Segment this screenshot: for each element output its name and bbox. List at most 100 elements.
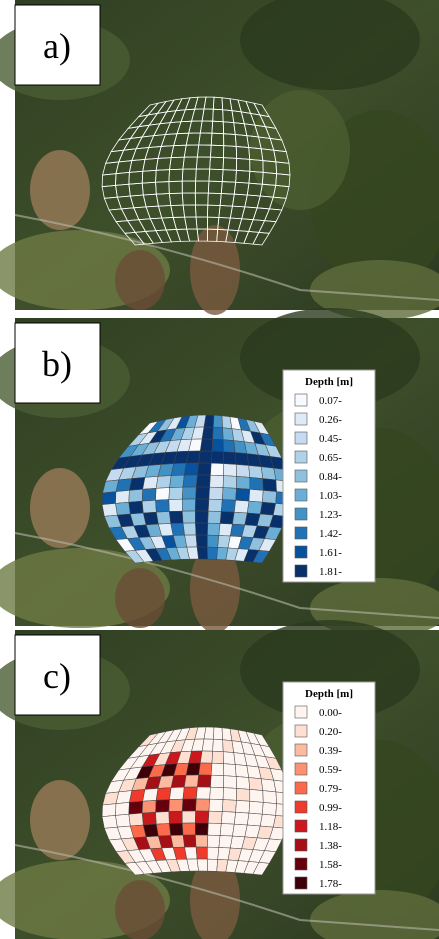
- legend-label: 0.79-: [319, 783, 342, 795]
- mesh-cell: [195, 523, 207, 535]
- mesh-cell: [202, 739, 213, 751]
- legend-label: 1.58-: [319, 859, 342, 871]
- legend-swatch: [295, 763, 307, 775]
- mesh-cell: [129, 813, 143, 826]
- mesh-cell: [202, 427, 213, 439]
- mesh-cell: [222, 488, 236, 501]
- mesh-cell: [115, 502, 130, 515]
- mesh-cell: [204, 727, 214, 739]
- terrain: [30, 150, 90, 230]
- mesh-cell: [234, 500, 249, 513]
- mesh-cell: [182, 511, 195, 523]
- mesh-cell: [115, 802, 129, 815]
- mesh-cell: [223, 440, 235, 453]
- mesh-cell: [247, 501, 262, 514]
- mesh-cell: [195, 811, 209, 823]
- mesh-cell: [129, 489, 143, 502]
- mesh-cell: [220, 824, 234, 837]
- mesh-cell: [196, 847, 207, 859]
- mesh-cell: [209, 799, 223, 811]
- legend-label: 0.59-: [319, 764, 342, 776]
- mesh-cell: [236, 488, 250, 501]
- mesh-cell: [208, 511, 222, 523]
- mesh-cell: [200, 439, 212, 451]
- mesh-cell: [199, 763, 212, 775]
- mesh-cell: [156, 788, 171, 801]
- mesh-cell: [208, 823, 222, 835]
- mesh-cell: [143, 476, 158, 489]
- mesh-cell: [169, 487, 183, 499]
- mesh-cell: [183, 475, 197, 487]
- legend-label: 0.00-: [319, 707, 342, 719]
- legend-label: 0.84-: [319, 471, 342, 483]
- mesh-cell: [195, 499, 209, 511]
- legend-label: 1.18-: [319, 821, 342, 833]
- mesh-cell: [171, 775, 186, 787]
- figure: a)b)Depth [m]0.07-0.26-0.45-0.65-0.84-1.…: [0, 0, 439, 939]
- mesh-cell: [207, 547, 217, 559]
- mesh-cell: [235, 453, 248, 466]
- mesh-cell: [171, 463, 186, 475]
- mesh-cell: [224, 764, 237, 777]
- mesh-cell: [142, 500, 156, 513]
- mesh-cell: [211, 451, 224, 463]
- mesh-cell: [220, 512, 234, 525]
- mesh-cell: [195, 835, 207, 847]
- legend-swatch: [295, 782, 307, 794]
- mesh-cell: [260, 502, 275, 515]
- mesh-cell: [184, 463, 198, 475]
- legend-label: 0.26-: [319, 414, 342, 426]
- legend-swatch: [295, 394, 307, 406]
- mesh-cell: [211, 763, 224, 775]
- mesh-cell: [196, 799, 210, 811]
- mesh-cell: [129, 789, 145, 802]
- legend-title: Depth [m]: [305, 688, 353, 700]
- mesh-cell: [171, 523, 185, 535]
- mesh-cell: [156, 824, 170, 837]
- mesh-cell: [143, 824, 158, 837]
- legend-swatch: [295, 725, 307, 737]
- mesh-cell: [236, 464, 250, 477]
- mesh-cell: [221, 812, 235, 825]
- legend-swatch: [295, 451, 307, 463]
- mesh-cell: [208, 811, 222, 823]
- mesh-cell: [102, 815, 117, 828]
- mesh-cell: [249, 466, 263, 479]
- mesh-cell: [262, 802, 276, 815]
- legend-swatch: [295, 508, 307, 520]
- panel: c)Depth [m]0.00-0.20-0.39-0.59-0.79-0.99…: [0, 620, 439, 939]
- mesh-cell: [262, 490, 276, 503]
- mesh-cell: [207, 535, 218, 547]
- mesh-cell: [115, 490, 129, 503]
- legend-label: 0.99-: [319, 802, 342, 814]
- mesh-cell: [102, 503, 117, 516]
- mesh-cell: [249, 801, 263, 814]
- terrain: [115, 880, 165, 939]
- legend-swatch: [295, 858, 307, 870]
- mesh-cell: [129, 801, 143, 814]
- mesh-cell: [182, 811, 195, 823]
- mesh-cell: [170, 475, 185, 487]
- mesh-cell: [236, 776, 250, 789]
- mesh-cell: [250, 477, 263, 490]
- mesh-cell: [223, 752, 235, 765]
- mesh-cell: [207, 523, 220, 535]
- mesh-cell: [169, 499, 182, 511]
- mesh-cell: [234, 812, 249, 825]
- mesh-cell: [210, 475, 224, 487]
- legend-swatch: [295, 527, 307, 539]
- mesh-cell: [171, 835, 185, 847]
- terrain: [30, 780, 90, 860]
- mesh-cell: [210, 775, 223, 787]
- mesh-cell: [156, 488, 170, 501]
- mesh-cell: [169, 511, 183, 523]
- mesh-cell: [156, 512, 170, 525]
- mesh-cell: [197, 775, 211, 787]
- mesh-cell: [207, 859, 217, 871]
- mesh-cell: [185, 535, 197, 547]
- mesh-cell: [195, 823, 208, 835]
- mesh-cell: [221, 500, 235, 513]
- mesh-cell: [142, 800, 156, 813]
- mesh-cell: [102, 804, 116, 817]
- mesh-cell: [142, 488, 156, 501]
